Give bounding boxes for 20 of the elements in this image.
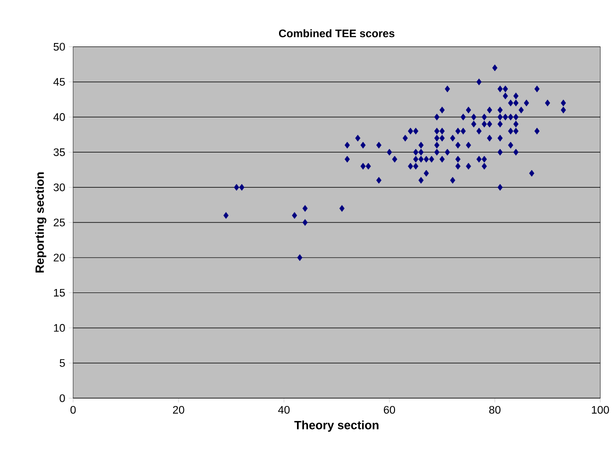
y-tick-label: 35 — [54, 148, 65, 156]
x-tick-label: 100 — [592, 406, 609, 414]
x-tick-label: 80 — [489, 406, 500, 414]
x-axis-title: Theory section — [294, 420, 378, 432]
y-axis-title: Reporting section — [35, 172, 46, 272]
x-tick-label: 20 — [173, 406, 184, 414]
y-tick-label: 50 — [54, 42, 65, 50]
y-tick-label: 0 — [60, 394, 65, 402]
y-tick-label: 5 — [60, 359, 65, 367]
y-tick-label: 20 — [54, 254, 65, 262]
y-tick-label: 10 — [54, 324, 65, 332]
y-tick-label: 30 — [54, 183, 65, 192]
x-tick-label: 60 — [384, 406, 396, 414]
y-tick-label: 25 — [54, 218, 65, 226]
chart-title: Combined TEE scores — [279, 29, 394, 38]
y-tick-label: 45 — [53, 78, 65, 86]
x-tick-label: 0 — [70, 406, 76, 414]
x-tick-label: 40 — [278, 406, 290, 414]
y-tick-label: 15 — [54, 288, 65, 296]
y-tick-label: 40 — [53, 113, 65, 121]
